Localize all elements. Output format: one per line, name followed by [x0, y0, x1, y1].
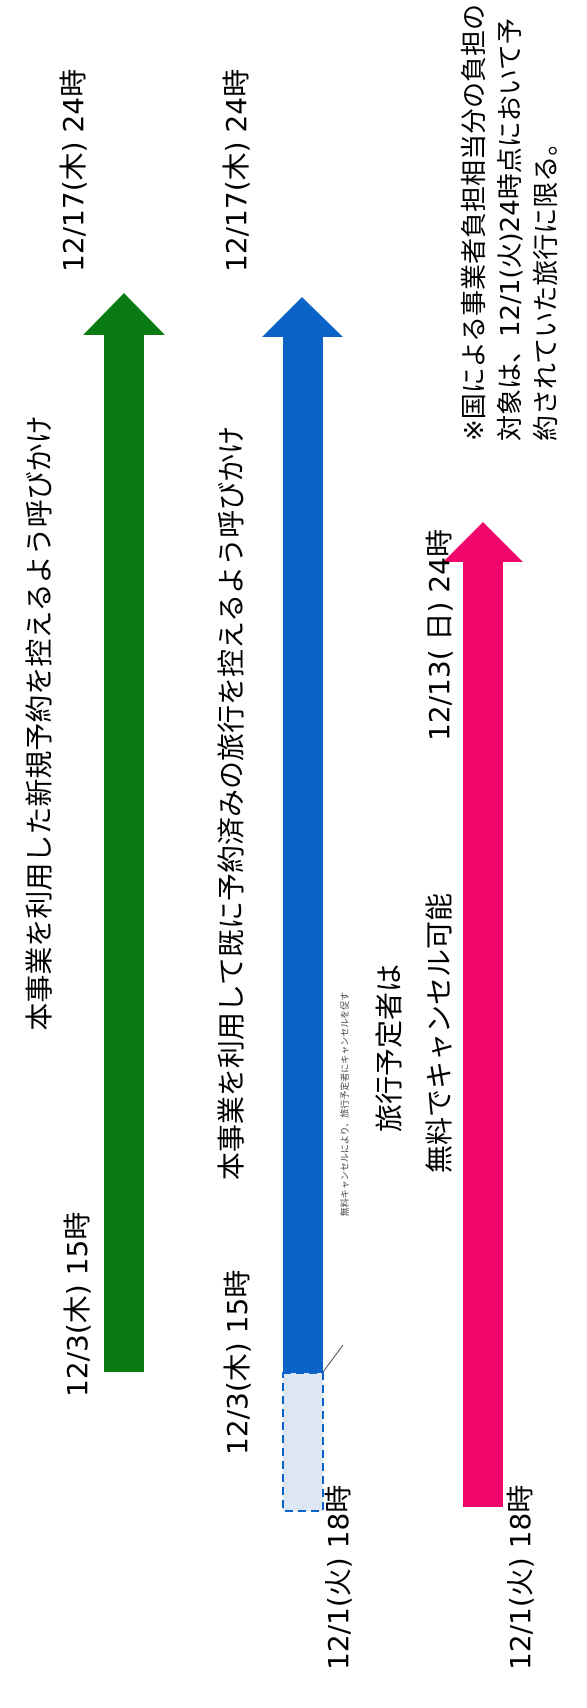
- blue-arrow: [262, 297, 344, 1512]
- blue-arrow-shaft: [283, 335, 323, 1375]
- blue-arrow-head: [262, 297, 343, 337]
- row2-caption: 本事業を利用して既に予約済みの旅行を控えるよう呼びかけ: [215, 425, 248, 1181]
- row2-end-label: 12/17(木) 24時: [220, 68, 253, 272]
- row1-caption: 本事業を利用した新規予約を控えるよう呼びかけ: [23, 415, 56, 1031]
- callout-line: [322, 1344, 344, 1373]
- pink-arrow-shaft: [463, 560, 503, 1507]
- row1-end-label: 12/17(木) 24時: [57, 68, 90, 272]
- row1-start-label: 12/3(木) 15時: [61, 1211, 94, 1397]
- footnote: ※国による事業者負担相当分の負担の対象は、12/1(火)24時点において予約され…: [460, 3, 562, 441]
- pink-arrow: [443, 522, 523, 1507]
- blue-dashed-pre-period: [282, 1372, 324, 1512]
- row2-pre-label: 12/1(火) 18時: [322, 1484, 355, 1670]
- row3-caption-line2: 無料でキャンセル可能: [423, 893, 456, 1174]
- row2-start-label: 12/3(木) 15時: [221, 1269, 254, 1455]
- row3-end-label: 12/13( 日) 24時: [423, 529, 456, 741]
- row3-caption-line1: 旅行予定者は: [373, 964, 406, 1133]
- green-arrow: [83, 293, 165, 1372]
- green-arrow-head: [83, 293, 165, 335]
- green-arrow-shaft: [104, 332, 144, 1372]
- row2-callout-text: 無料キャンセルにより、旅行予定者にキャンセルを促す: [341, 991, 351, 1217]
- row3-start-label: 12/1(火) 18時: [504, 1484, 537, 1670]
- pink-arrow-head: [443, 522, 523, 562]
